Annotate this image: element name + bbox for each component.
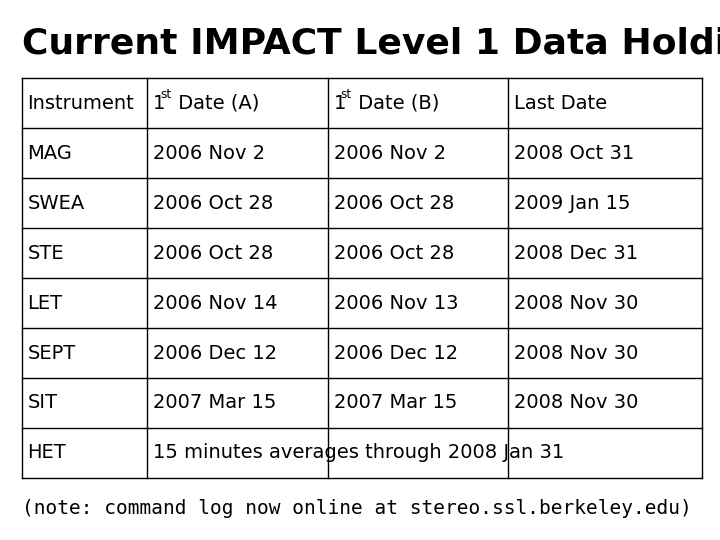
Text: Current IMPACT Level 1 Data Holdings: Current IMPACT Level 1 Data Holdings [22, 27, 720, 61]
Text: 2006 Oct 28: 2006 Oct 28 [333, 194, 454, 213]
Text: 2008 Oct 31: 2008 Oct 31 [514, 144, 634, 163]
Text: LET: LET [27, 294, 63, 313]
Text: 2007 Mar 15: 2007 Mar 15 [153, 394, 276, 413]
Text: 2006 Oct 28: 2006 Oct 28 [153, 244, 274, 262]
Text: SEPT: SEPT [27, 343, 76, 362]
Text: 2006 Nov 2: 2006 Nov 2 [153, 144, 266, 163]
Text: STE: STE [27, 244, 64, 262]
Text: 2007 Mar 15: 2007 Mar 15 [333, 394, 457, 413]
Text: (note: command log now online at stereo.ssl.berkeley.edu): (note: command log now online at stereo.… [22, 500, 691, 518]
Text: 2006 Dec 12: 2006 Dec 12 [333, 343, 458, 362]
Text: SIT: SIT [27, 394, 58, 413]
Text: 2009 Jan 15: 2009 Jan 15 [514, 194, 630, 213]
Text: Date (A): Date (A) [172, 94, 259, 113]
Text: 1: 1 [333, 94, 346, 113]
Text: Instrument: Instrument [27, 94, 134, 113]
Text: st: st [341, 88, 352, 101]
Text: 2006 Nov 2: 2006 Nov 2 [333, 144, 446, 163]
Text: Date (B): Date (B) [352, 94, 440, 113]
Text: 2008 Dec 31: 2008 Dec 31 [514, 244, 638, 262]
Text: 2006 Oct 28: 2006 Oct 28 [333, 244, 454, 262]
Text: 2006 Dec 12: 2006 Dec 12 [153, 343, 277, 362]
Text: SWEA: SWEA [27, 194, 85, 213]
Text: 2008 Nov 30: 2008 Nov 30 [514, 294, 638, 313]
Text: 2006 Oct 28: 2006 Oct 28 [153, 194, 274, 213]
Text: 2006 Nov 13: 2006 Nov 13 [333, 294, 458, 313]
Text: 2008 Nov 30: 2008 Nov 30 [514, 343, 638, 362]
Text: Last Date: Last Date [514, 94, 607, 113]
Text: 15 minutes averages through 2008 Jan 31: 15 minutes averages through 2008 Jan 31 [153, 443, 564, 462]
Text: MAG: MAG [27, 144, 72, 163]
Text: 2006 Nov 14: 2006 Nov 14 [153, 294, 278, 313]
Text: HET: HET [27, 443, 66, 462]
Text: 2008 Nov 30: 2008 Nov 30 [514, 394, 638, 413]
Text: st: st [161, 88, 171, 101]
Text: 1: 1 [153, 94, 166, 113]
